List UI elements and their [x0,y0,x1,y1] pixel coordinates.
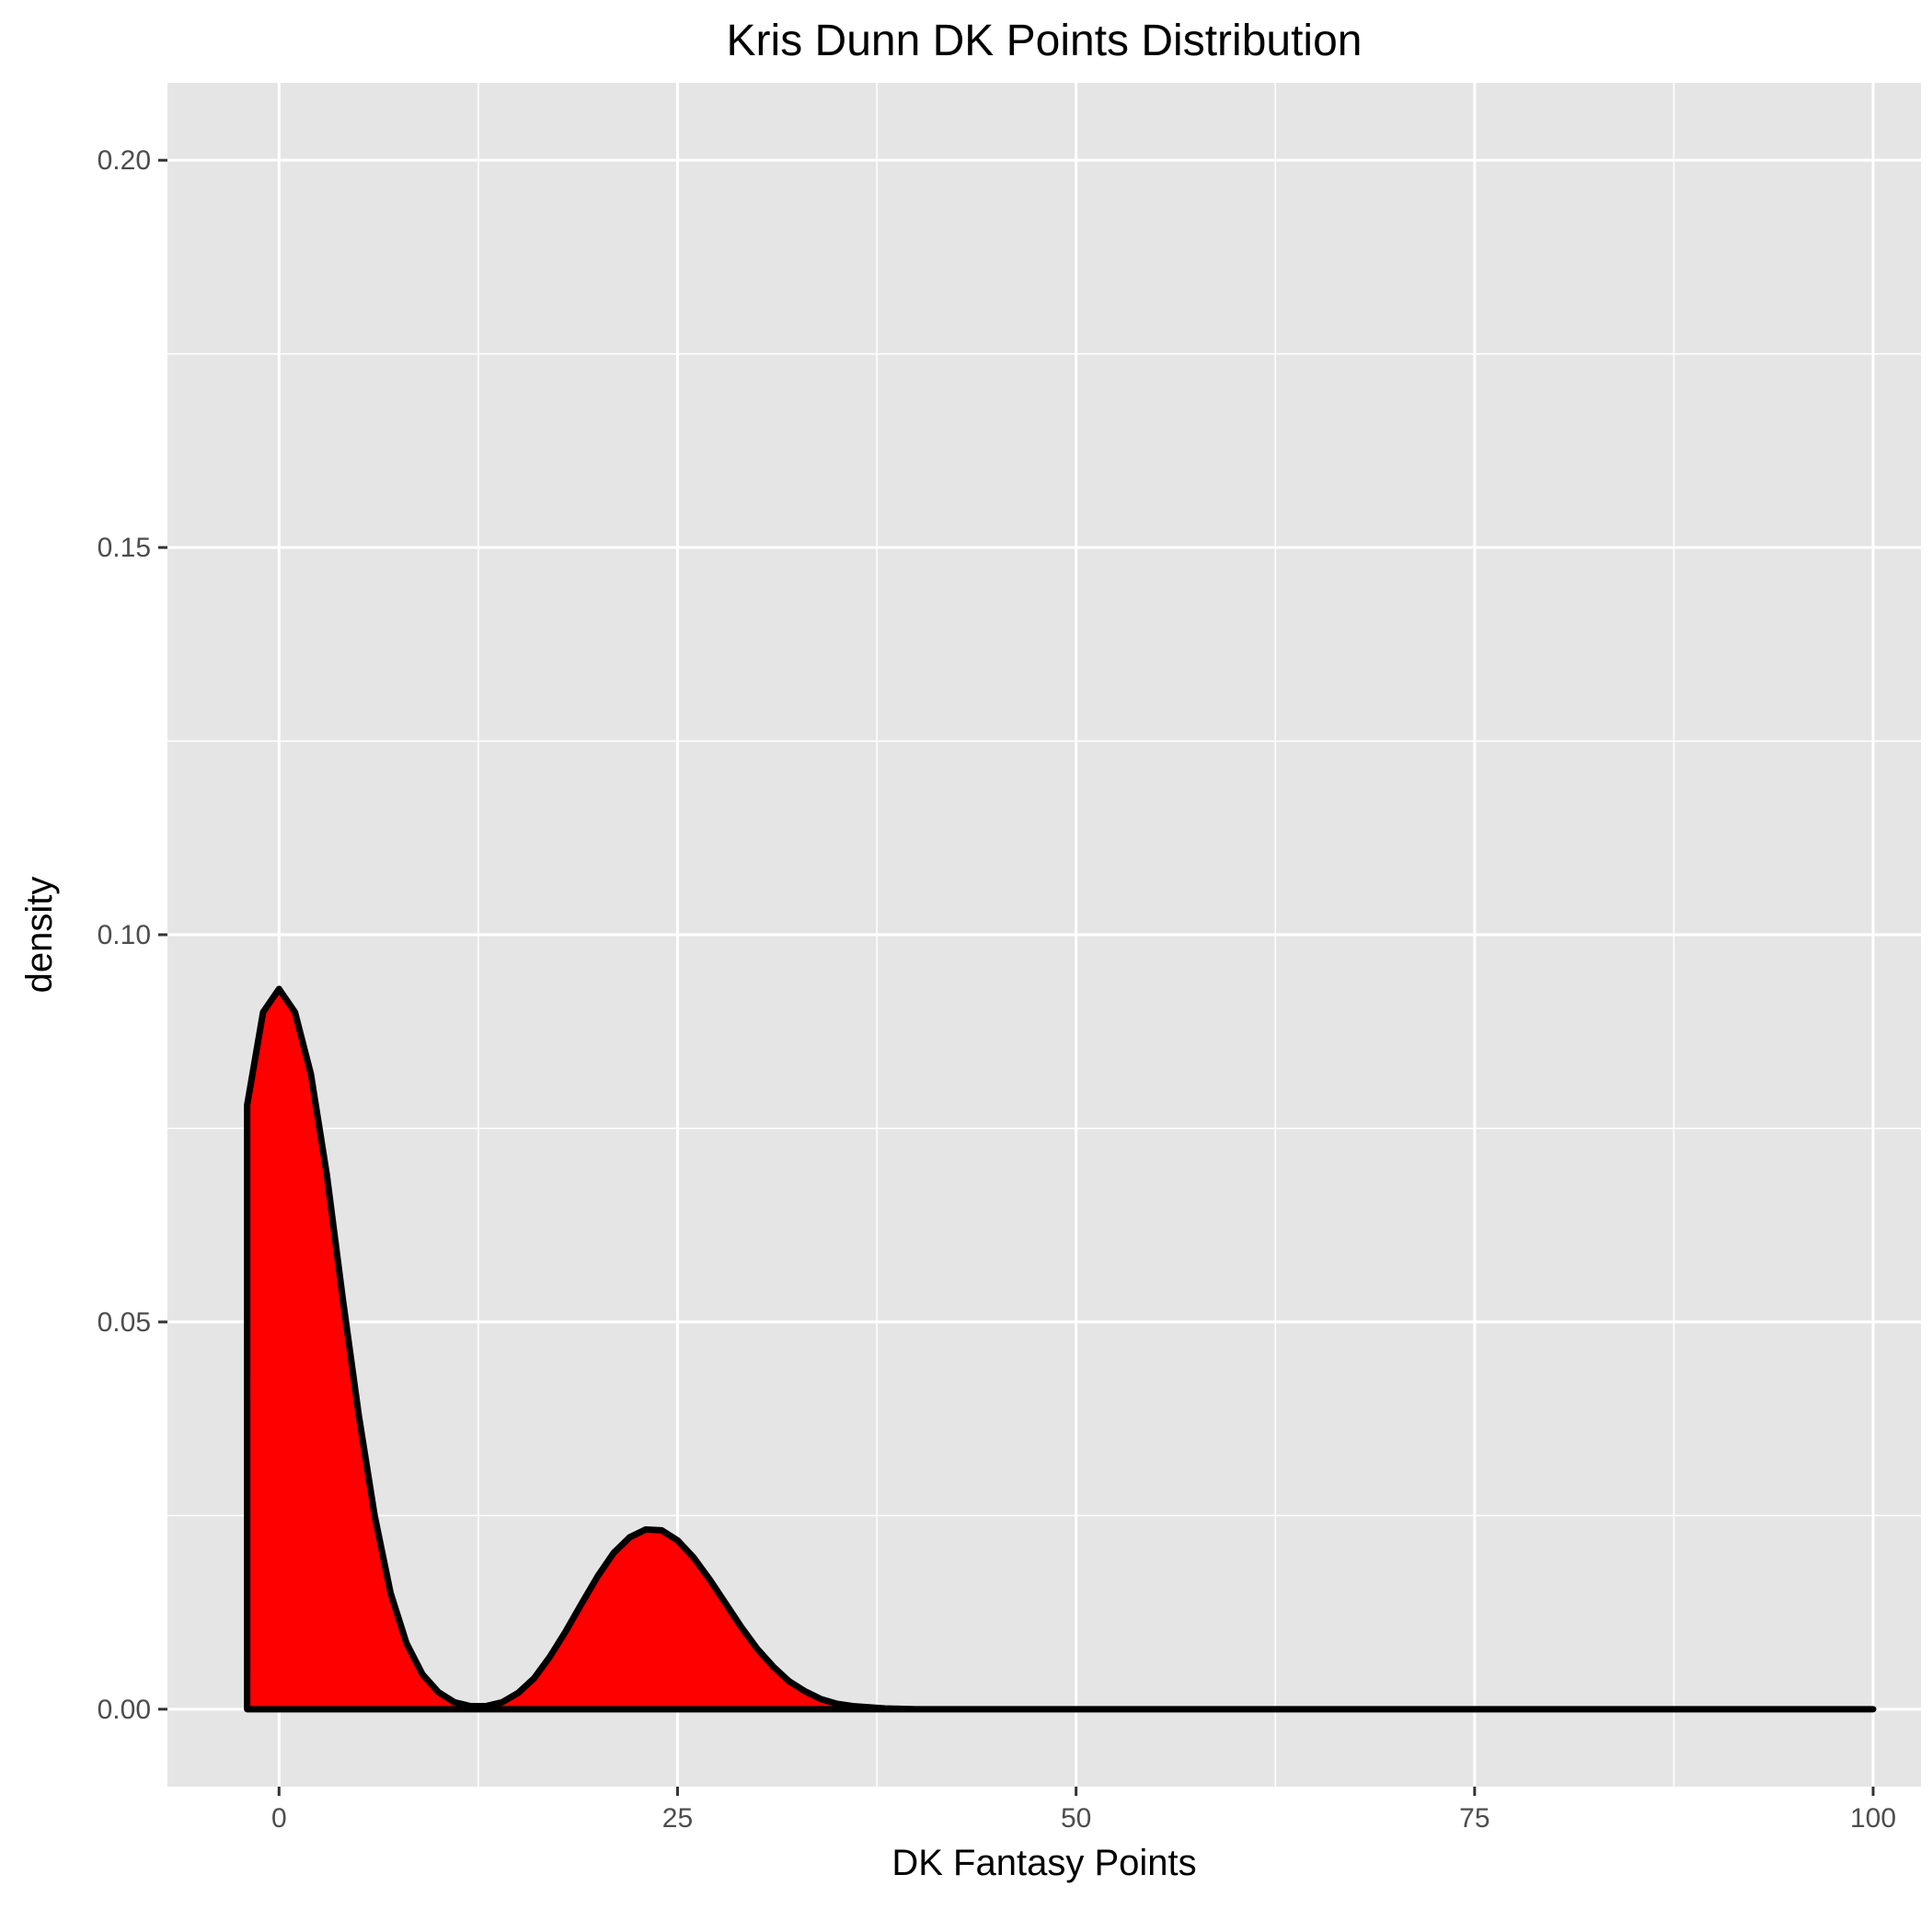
y-tick-label: 0.00 [98,1695,151,1725]
x-axis-title: DK Fantasy Points [891,1843,1196,1883]
y-tick-label: 0.10 [98,920,151,950]
y-tick-label: 0.15 [98,533,151,563]
x-tick-label: 50 [1061,1803,1091,1834]
chart-title: Kris Dunn DK Points Distribution [727,17,1363,65]
y-tick-label: 0.20 [98,145,151,176]
x-tick-label: 75 [1459,1803,1489,1834]
x-tick-label: 100 [1850,1803,1896,1834]
x-tick-labels: 0 25 50 75 100 [271,1803,1896,1834]
y-tick-labels: 0.00 0.05 0.10 0.15 0.20 [98,145,151,1725]
x-tick-label: 25 [662,1803,693,1834]
density-area-0 [244,985,1877,1713]
density-series [244,985,1877,1713]
y-axis-title: density [19,877,60,994]
y-tick-label: 0.05 [98,1307,151,1338]
axis-ticks [158,158,1875,1796]
x-tick-label: 0 [271,1803,287,1834]
